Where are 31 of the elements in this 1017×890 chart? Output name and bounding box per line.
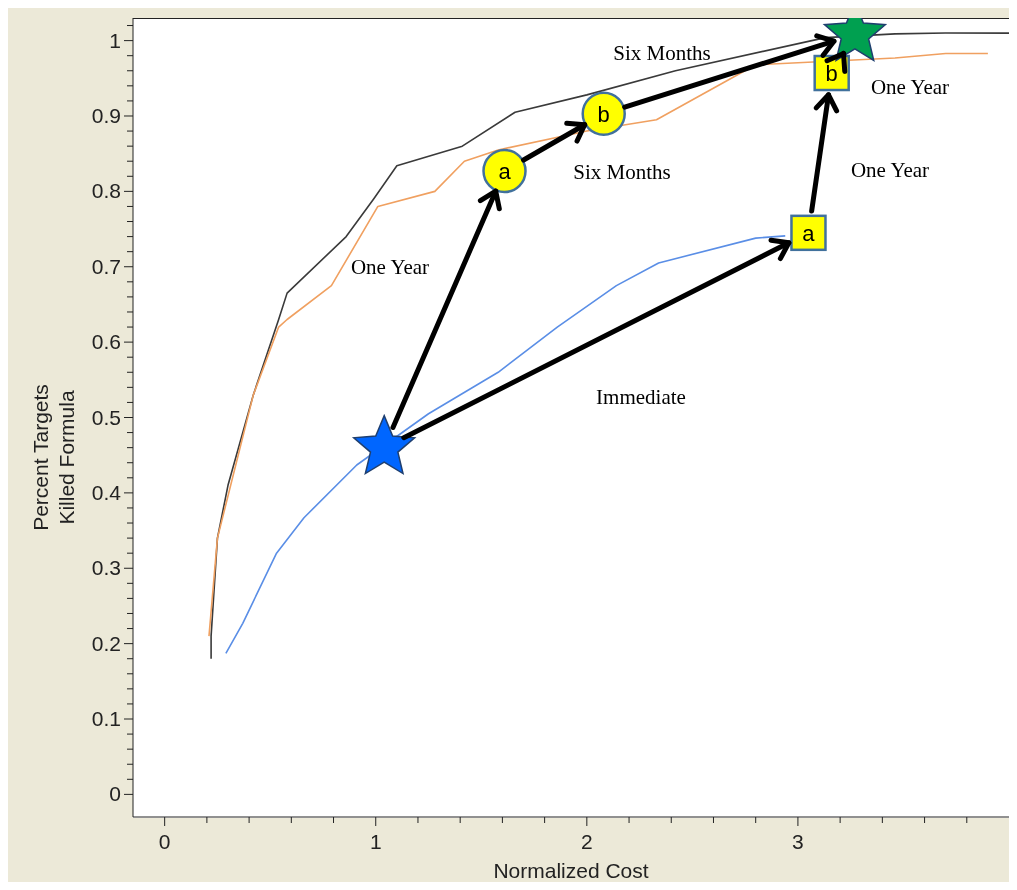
y-tick-label: 0.1 — [91, 707, 121, 731]
y-tick-label: 0.2 — [91, 631, 121, 655]
y-tick-label: 0.3 — [91, 556, 121, 580]
annotation: Six Months — [613, 41, 711, 65]
x-tick-label: 3 — [792, 830, 804, 853]
y-tick-label: 0.4 — [91, 480, 122, 504]
data-label: a — [498, 159, 512, 185]
y-tick-label: 0.5 — [91, 405, 121, 429]
y-tick-label: 0.8 — [91, 179, 121, 203]
x-tick-label: 1 — [369, 830, 382, 853]
data-label: b — [597, 101, 610, 127]
annotation: Immediate — [596, 385, 686, 409]
point — [353, 414, 416, 475]
y-tick-label: 0 — [109, 782, 121, 806]
x-tick-label: 0 — [158, 830, 171, 853]
data-label: a — [802, 220, 816, 246]
annotation: One Year — [850, 158, 930, 182]
y-tick-label: 0.6 — [91, 330, 121, 354]
annotation: One Year — [350, 255, 430, 279]
y-tick-label: 0.9 — [91, 103, 121, 127]
annotation: Six Months — [573, 160, 671, 184]
annotation: One Year — [870, 75, 950, 99]
y-tick-label: 1 — [109, 28, 121, 52]
point — [482, 148, 527, 194]
y-axis-title: Percent Targets Killed Formula — [29, 384, 78, 531]
y-tick-label: 0.7 — [91, 254, 121, 278]
point — [581, 91, 626, 136]
line-series — [225, 235, 787, 655]
x-tick-label: 2 — [580, 830, 593, 853]
x-axis-title: Normalized Cost — [493, 859, 649, 882]
data-label: b — [825, 61, 838, 87]
